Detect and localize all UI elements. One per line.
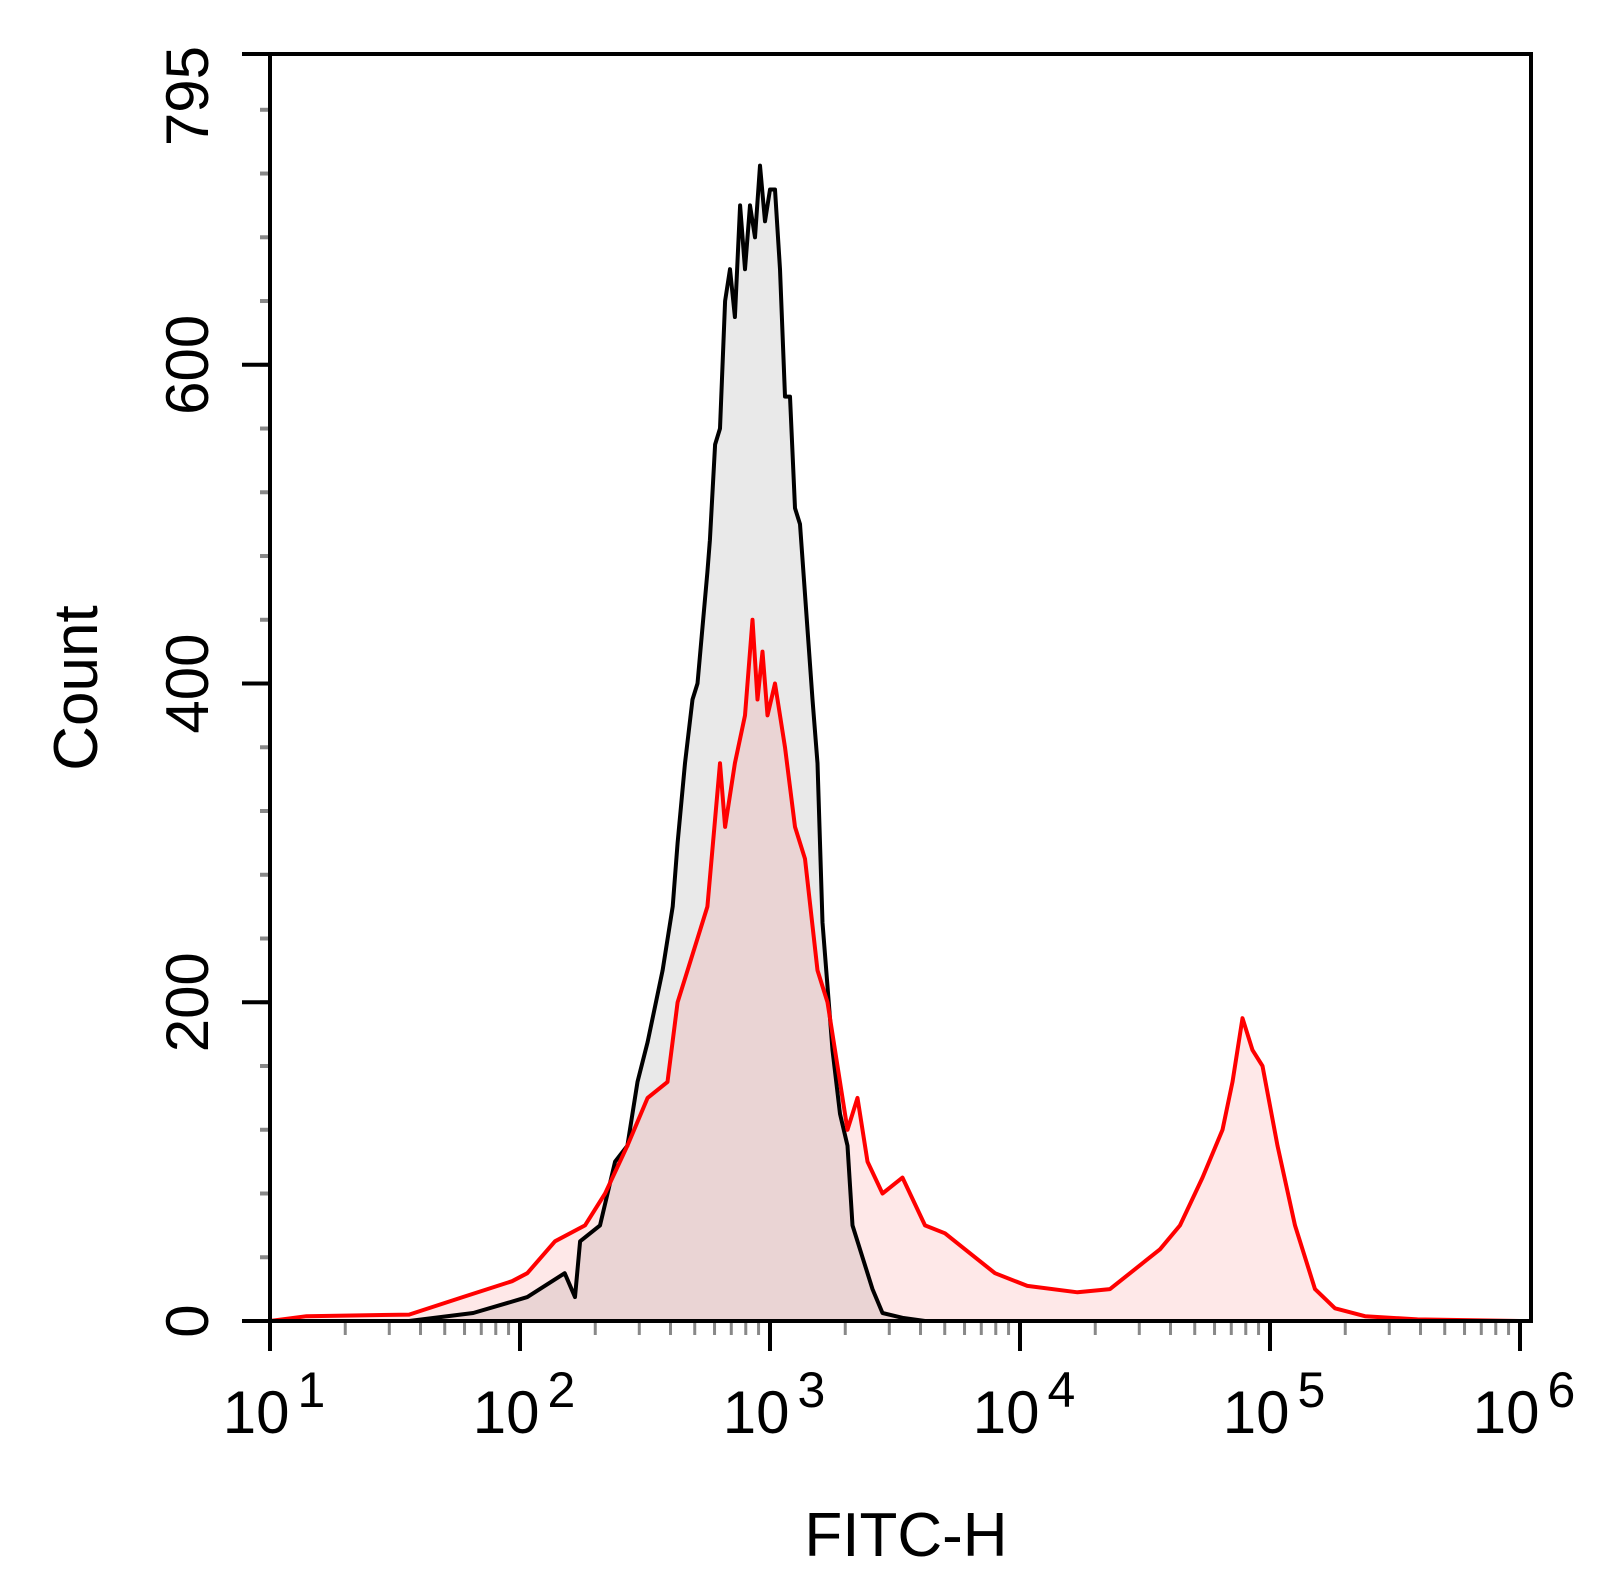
- x-tick-label: 10 3: [723, 1362, 826, 1446]
- x-tick-label: 10 5: [1223, 1362, 1326, 1446]
- y-tick-label: 795: [154, 46, 221, 146]
- y-axis-label: Count: [42, 605, 111, 770]
- x-axis-label: FITC-H: [804, 1501, 1007, 1570]
- x-tick-label: 10 4: [973, 1362, 1076, 1446]
- x-tick-label: 10 6: [1473, 1362, 1576, 1446]
- series-fill-control: [270, 165, 1520, 1322]
- x-tick-label: 10 1: [223, 1362, 326, 1446]
- x-tick-label: 10 2: [473, 1362, 576, 1446]
- plot-frame: [268, 52, 1533, 1323]
- series-line-control: [270, 163, 1520, 1323]
- y-tick-label: 200: [154, 952, 221, 1052]
- y-tick-label: 0: [154, 1304, 221, 1337]
- y-tick-label: 600: [154, 315, 221, 415]
- series-line-stained: [269, 617, 1521, 1323]
- y-tick-label: 400: [154, 633, 221, 733]
- series-fill-stained: [270, 619, 1520, 1321]
